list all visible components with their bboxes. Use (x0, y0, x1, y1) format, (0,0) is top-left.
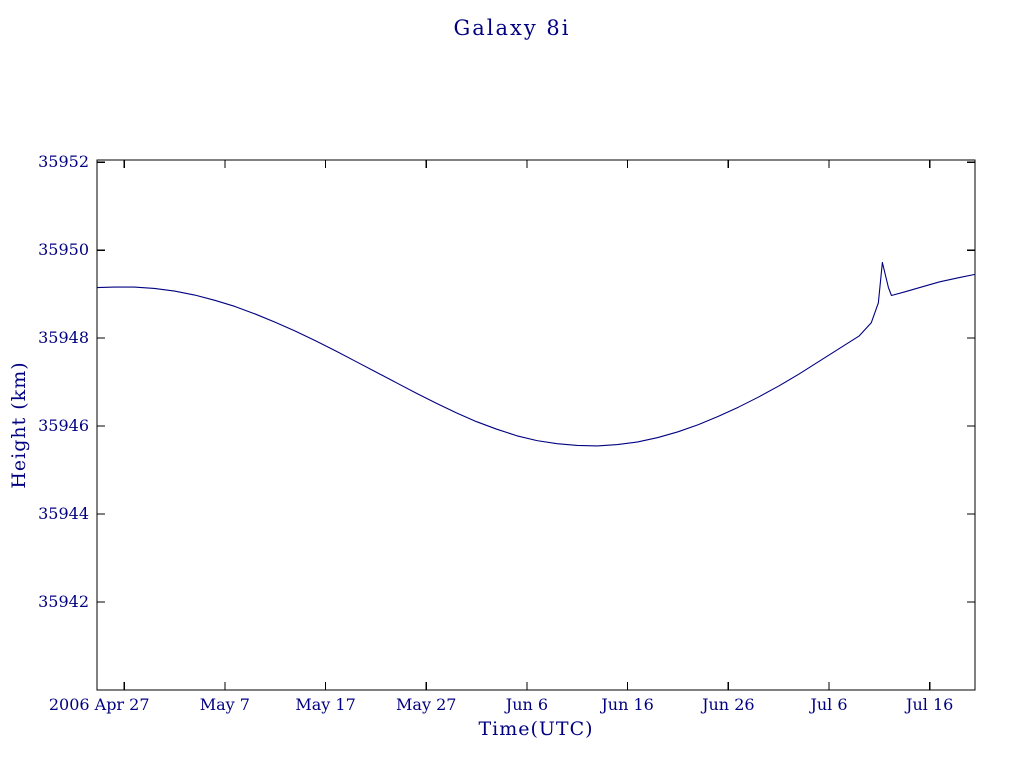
y-tick-label: 35948 (38, 328, 89, 347)
y-tick-label: 35944 (38, 504, 89, 523)
y-tick-label: 35950 (38, 240, 89, 259)
y-tick-label: 35952 (38, 152, 89, 171)
chart-title: Galaxy 8i (453, 16, 571, 40)
y-axis-label: Height (km) (8, 361, 30, 489)
series-line-satellite-height (96, 261, 976, 447)
plot-frame (96, 159, 976, 691)
x-tick-label: Jun 6 (504, 695, 548, 714)
y-tick-label: 35942 (38, 592, 89, 611)
x-tick-label: May 17 (295, 695, 355, 714)
x-axis-label: Time(UTC) (478, 718, 594, 740)
x-tick-label: 2006 Apr 27 (49, 695, 150, 714)
x-tick-label: Jul 16 (904, 695, 953, 714)
x-tick-label: May 27 (396, 695, 456, 714)
y-tick-label: 35946 (38, 416, 89, 435)
x-tick-label: Jul 6 (808, 695, 847, 714)
x-tick-label: Jun 26 (700, 695, 754, 714)
x-tick-label: May 7 (200, 695, 250, 714)
x-tick-label: Jun 16 (599, 695, 653, 714)
